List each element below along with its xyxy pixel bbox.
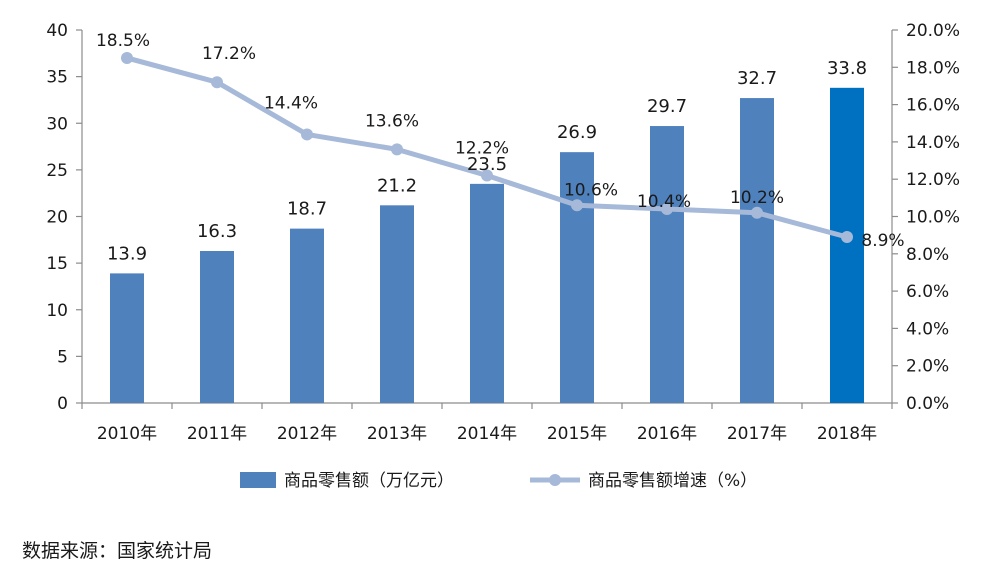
bar-value-label: 26.9 <box>557 122 597 143</box>
growth-point <box>481 169 493 182</box>
y-right-tick-label: 6.0% <box>906 282 949 302</box>
growth-value-label: 12.2% <box>455 138 509 158</box>
bar <box>200 251 234 403</box>
bar <box>740 98 774 403</box>
y-left-tick-label: 5 <box>57 347 68 367</box>
growth-point <box>661 203 673 216</box>
source-note: 数据来源：国家统计局 <box>22 540 213 562</box>
y-right-tick-label: 4.0% <box>906 319 949 339</box>
growth-value-label: 8.9% <box>861 231 904 251</box>
legend-bar-swatch <box>240 472 276 488</box>
x-tick-label: 2013年 <box>367 424 427 444</box>
growth-value-label: 10.4% <box>637 192 691 212</box>
chart: 0 5 10 15 20 25 30 35 40 0.0% 2.0% 4.0% 6.0% 8.0% 10.0… <box>46 21 960 491</box>
bar <box>290 228 324 403</box>
x-tick-label: 2015年 <box>547 424 607 444</box>
y-right-tick-label: 10.0% <box>906 208 960 228</box>
growth-point <box>841 231 853 244</box>
y-left-tick-label: 30 <box>46 114 68 134</box>
growth-value-label: 18.5% <box>96 31 150 51</box>
x-tick-label: 2012年 <box>277 424 337 444</box>
bar <box>650 126 684 404</box>
y-left-tick-label: 25 <box>46 161 68 181</box>
x-tick-label: 2014年 <box>457 424 517 444</box>
bar-value-label: 16.3 <box>197 221 237 242</box>
bar <box>110 273 144 403</box>
x-tick-label: 2016年 <box>637 424 697 444</box>
y-right-tick-label: 20.0% <box>906 21 960 41</box>
x-tick-label: 2018年 <box>817 424 877 444</box>
growth-point <box>121 51 133 64</box>
x-tick-label: 2017年 <box>727 424 787 444</box>
bar-value-label: 13.9 <box>107 243 147 264</box>
axes: 0 5 10 15 20 25 30 35 40 0.0% 2.0% 4.0% 6.0% 8.0% 10.0… <box>46 21 960 444</box>
growth-point <box>211 76 223 89</box>
y-left-tick-label: 40 <box>46 21 68 41</box>
bars <box>110 87 864 404</box>
y-right-tick-label: 0.0% <box>906 394 949 414</box>
growth-value-label: 17.2% <box>202 44 256 64</box>
y-right-tick-label: 14.0% <box>906 133 960 153</box>
x-tick-label: 2011年 <box>187 424 247 444</box>
y-right-tick-label: 16.0% <box>906 96 960 116</box>
bar <box>830 87 864 403</box>
x-tick-label: 2010年 <box>97 424 157 444</box>
y-left-tick-label: 20 <box>46 208 68 228</box>
y-left-tick-label: 35 <box>46 68 68 88</box>
legend-line-marker <box>549 474 561 486</box>
y-right-tick-label: 18.0% <box>906 58 960 78</box>
legend: 商品零售额（万亿元） 商品零售额增速（%） <box>240 471 757 491</box>
growth-value-label: 10.2% <box>730 188 784 208</box>
bar-value-label: 33.8 <box>827 58 867 79</box>
legend-bar-label: 商品零售额（万亿元） <box>284 471 454 491</box>
y-left-tick-label: 15 <box>46 254 68 274</box>
growth-value-label: 13.6% <box>365 111 419 131</box>
growth-point <box>301 128 313 141</box>
bar <box>470 183 504 403</box>
y-right-tick-label: 8.0% <box>906 245 949 265</box>
y-left-tick-label: 0 <box>57 394 68 414</box>
data-labels: 13.9 16.3 18.7 21.2 23.5 26.9 29.7 32.7 33.8 18.5… <box>96 31 905 264</box>
bar <box>380 205 414 403</box>
bar-value-label: 29.7 <box>647 96 687 117</box>
bar-value-label: 18.7 <box>287 199 327 220</box>
growth-value-label: 10.6% <box>564 180 618 200</box>
y-right-tick-label: 2.0% <box>906 357 949 377</box>
growth-line <box>121 51 853 244</box>
bar <box>560 152 594 403</box>
y-left-tick-label: 10 <box>46 301 68 321</box>
y-right-tick-label: 12.0% <box>906 170 960 190</box>
bar-value-label: 21.2 <box>377 175 417 196</box>
bar-value-label: 32.7 <box>737 68 777 89</box>
legend-line-label: 商品零售额增速（%） <box>588 471 757 491</box>
growth-value-label: 14.4% <box>264 93 318 113</box>
bar-value-label: 23.5 <box>467 154 507 175</box>
growth-point <box>391 143 403 156</box>
growth-point <box>751 206 763 219</box>
growth-point <box>571 199 583 212</box>
